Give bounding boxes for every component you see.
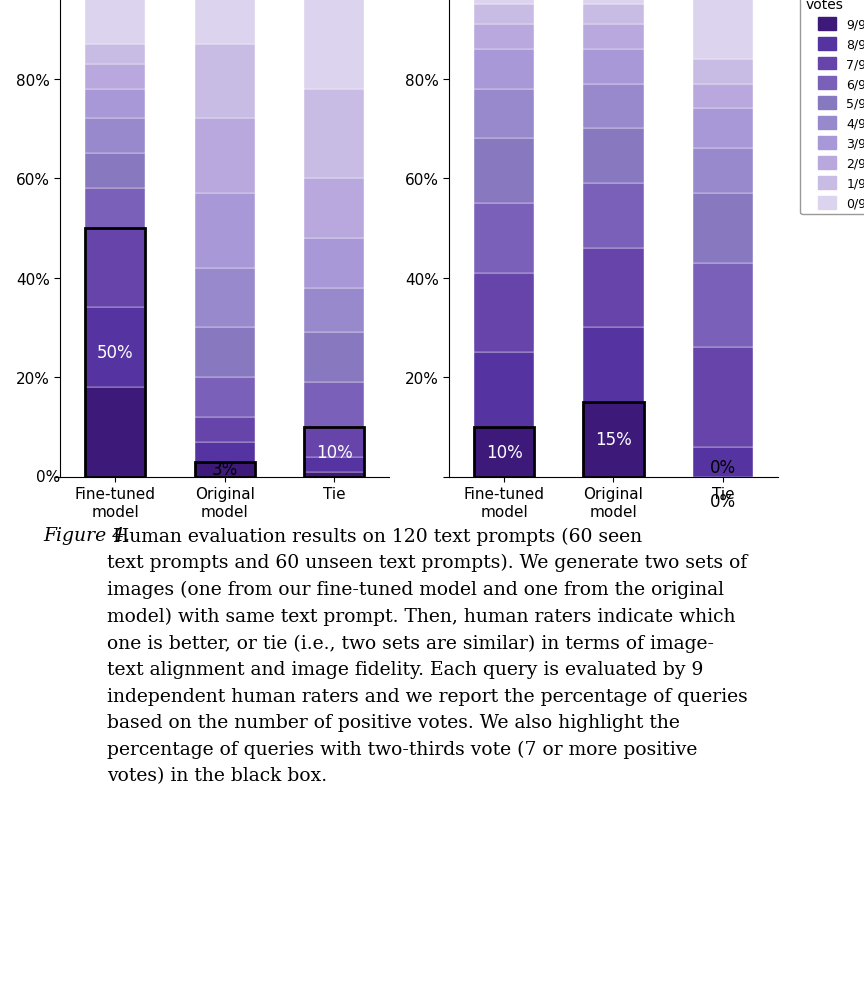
Bar (473, 204, 534, 273)
Bar (583, 328, 644, 403)
Text: 10%: 10% (315, 443, 353, 461)
Bar (85, 0, 145, 45)
Bar (85, 189, 145, 229)
Bar (473, 50, 534, 89)
Bar (583, 0, 644, 5)
Bar (304, 383, 365, 427)
Bar (304, 89, 365, 179)
Bar (473, 25, 534, 50)
Bar (583, 84, 644, 129)
Bar (473, 5, 534, 25)
Bar (304, 472, 365, 477)
Bar (304, 427, 365, 477)
Bar (304, 0, 365, 89)
Bar (194, 462, 255, 477)
Bar (304, 179, 365, 239)
Bar (693, 149, 753, 194)
Bar (473, 0, 534, 5)
Bar (693, 60, 753, 84)
Text: 0%: 0% (710, 458, 736, 476)
Bar (473, 353, 534, 427)
Bar (85, 388, 145, 477)
Text: 0%: 0% (36, 469, 60, 485)
Bar (583, 25, 644, 50)
Bar (304, 333, 365, 383)
Text: 50%: 50% (97, 344, 134, 362)
Bar (583, 248, 644, 328)
Bar (693, 0, 753, 60)
Text: Figure 4.: Figure 4. (43, 527, 130, 545)
Bar (304, 427, 365, 457)
Bar (583, 403, 644, 477)
Bar (85, 119, 145, 154)
Bar (194, 462, 255, 477)
Bar (473, 273, 534, 353)
Bar (693, 109, 753, 149)
Bar (194, 45, 255, 119)
Bar (194, 119, 255, 194)
Bar (85, 308, 145, 388)
Bar (304, 457, 365, 472)
Bar (85, 45, 145, 65)
Bar (693, 447, 753, 477)
Bar (304, 239, 365, 288)
Text: Human evaluation results on 120 text prompts (60 seen
text prompts and 60 unseen: Human evaluation results on 120 text pro… (107, 527, 747, 784)
Bar (85, 154, 145, 189)
Bar (194, 268, 255, 328)
Bar (194, 0, 255, 45)
Bar (583, 403, 644, 477)
Bar (85, 65, 145, 89)
Bar (194, 417, 255, 442)
Bar (583, 50, 644, 84)
Bar (693, 263, 753, 348)
Bar (85, 229, 145, 477)
Bar (583, 5, 644, 25)
Bar (473, 139, 534, 204)
Bar (583, 184, 644, 248)
Bar (194, 378, 255, 417)
Bar (194, 442, 255, 462)
Bar (85, 229, 145, 308)
Bar (85, 89, 145, 119)
Legend: 9/9, 8/9, 7/9, 6/9, 5/9, 4/9, 3/9, 2/9, 1/9, 0/9: 9/9, 8/9, 7/9, 6/9, 5/9, 4/9, 3/9, 2/9, … (800, 0, 864, 215)
Text: 10%: 10% (486, 443, 523, 461)
Text: 0%: 0% (710, 492, 736, 510)
Bar (194, 328, 255, 378)
Bar (693, 348, 753, 447)
Bar (693, 84, 753, 109)
Text: 3%: 3% (212, 460, 238, 479)
Text: 15%: 15% (595, 430, 632, 449)
Bar (583, 129, 644, 184)
Bar (194, 194, 255, 268)
Bar (304, 288, 365, 333)
Bar (473, 427, 534, 477)
Bar (473, 89, 534, 139)
Text: Figure 4. Human evaluation results on 120 text prompts (60 seen
text prompts and: Figure 4. Human evaluation results on 12… (0, 993, 1, 994)
Bar (473, 427, 534, 477)
Bar (693, 194, 753, 263)
